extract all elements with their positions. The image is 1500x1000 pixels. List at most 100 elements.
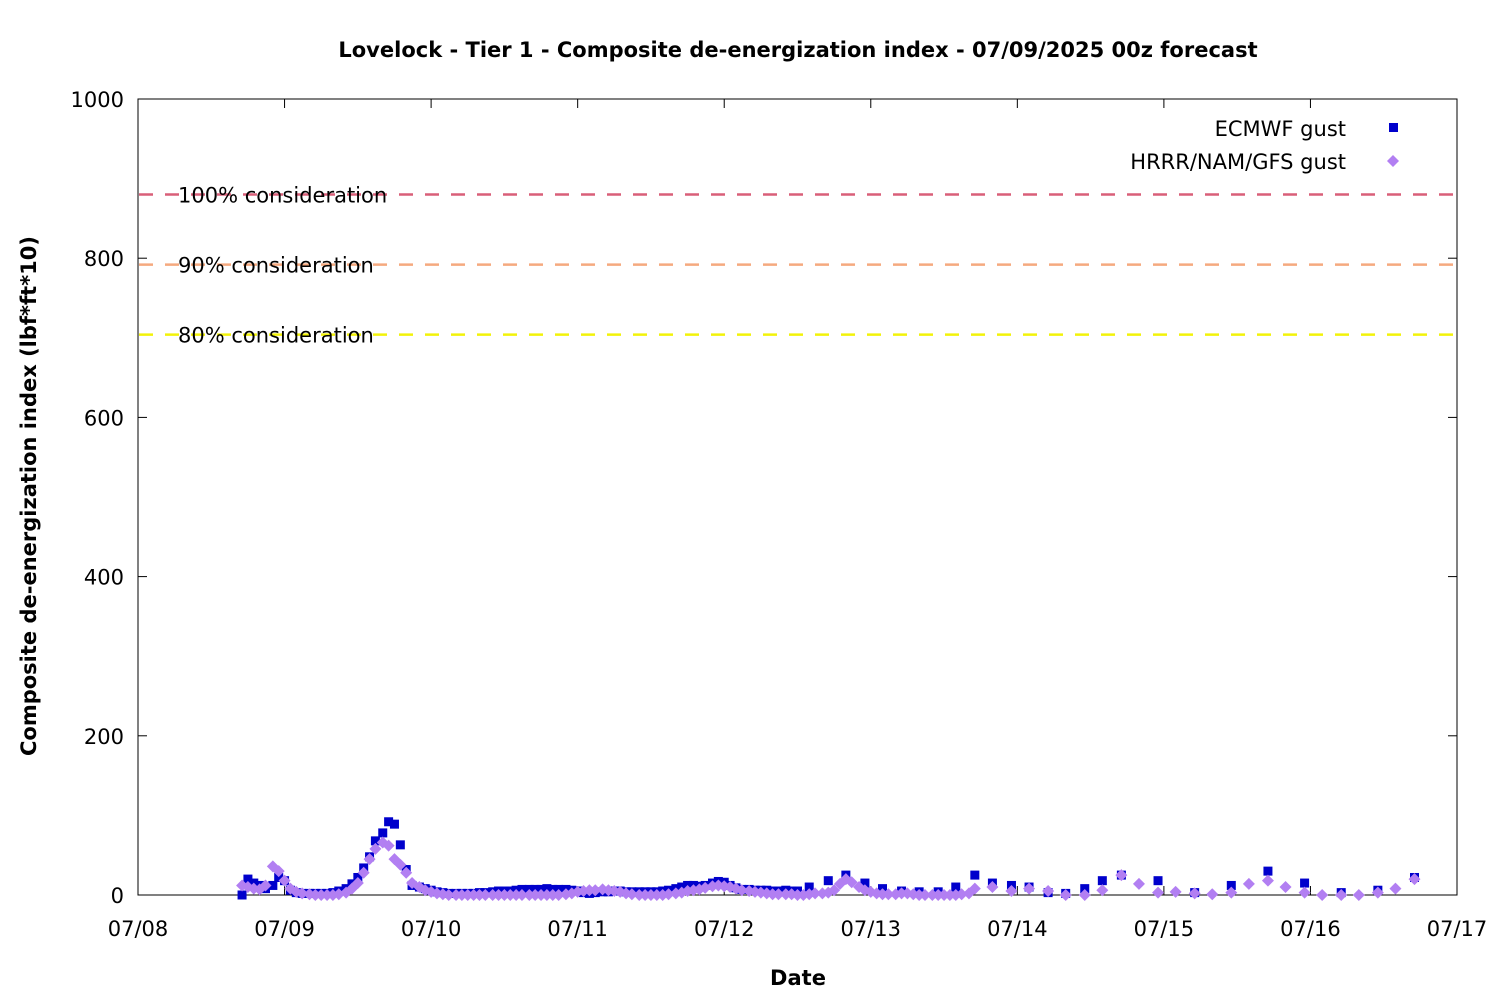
data-point — [845, 876, 858, 889]
data-point — [1408, 873, 1421, 886]
threshold-lines: 100% consideration 90% consideration 80% c… — [139, 184, 1456, 348]
series-1 — [236, 836, 1421, 901]
plot-frame — [137, 98, 1458, 896]
data-point — [394, 858, 407, 871]
y-tick-label: 600 — [84, 406, 124, 430]
x-tick-label: 07/14 — [987, 917, 1048, 941]
data-point — [1352, 889, 1365, 901]
data-point — [442, 889, 455, 901]
y-tick-label: 800 — [84, 247, 124, 271]
data-point — [1261, 874, 1274, 887]
data-point — [357, 866, 370, 879]
data-point — [1169, 885, 1182, 898]
data-point — [369, 842, 382, 855]
data-point — [625, 888, 638, 901]
data-point — [860, 878, 870, 888]
data-point — [1188, 887, 1201, 900]
x-tick-label: 07/15 — [1134, 917, 1195, 941]
data-point — [1225, 886, 1238, 899]
data-point — [1316, 889, 1329, 901]
data-point — [259, 879, 272, 892]
data-point — [828, 884, 841, 897]
data-point — [1115, 869, 1128, 882]
data-point — [1298, 886, 1311, 899]
data-point — [1371, 886, 1384, 899]
x-axis-title: Date — [770, 966, 826, 990]
data-point — [1279, 881, 1292, 894]
legend-marker-ecmwf — [1389, 123, 1398, 132]
data-point — [882, 888, 895, 901]
data-series — [236, 817, 1421, 901]
data-point — [951, 882, 961, 892]
axis-ticks: 0 200 400 600 800 1000 07/08 07/09 07/10 07/11 07/… — [71, 88, 1488, 941]
y-tick-label: 0 — [111, 884, 124, 908]
data-point — [378, 828, 388, 838]
data-point — [662, 888, 675, 901]
data-point — [384, 817, 394, 827]
data-point — [1078, 889, 1091, 901]
y-tick-label: 200 — [84, 725, 124, 749]
legend-label-ecmwf: ECMWF gust — [1215, 117, 1346, 141]
threshold-label: 100% consideration — [178, 184, 387, 208]
x-tick-label: 07/08 — [108, 917, 169, 941]
data-point — [823, 876, 833, 886]
data-point — [351, 877, 364, 890]
legend-label-hrrr: HRRR/NAM/GFS gust — [1130, 150, 1346, 174]
data-point — [542, 884, 552, 894]
data-point — [1042, 885, 1055, 898]
data-point — [804, 882, 814, 892]
data-point — [382, 839, 395, 852]
x-tick-label: 07/12 — [694, 917, 755, 941]
data-point — [268, 880, 278, 890]
threshold-label: 80% consideration — [178, 324, 374, 348]
data-point — [955, 888, 968, 901]
y-tick-label: 400 — [84, 566, 124, 590]
x-tick-label: 07/16 — [1280, 917, 1341, 941]
data-point — [1097, 876, 1107, 886]
data-point — [515, 889, 528, 901]
data-point — [1389, 882, 1402, 895]
data-point — [1132, 877, 1145, 890]
data-point — [1300, 878, 1310, 888]
data-point — [735, 884, 748, 897]
data-point — [370, 836, 380, 846]
data-point — [1080, 884, 1090, 894]
data-point — [809, 887, 822, 900]
data-point — [1096, 884, 1109, 897]
x-tick-label: 07/09 — [254, 917, 315, 941]
data-point — [986, 881, 999, 894]
data-point — [1226, 880, 1236, 890]
data-point — [243, 874, 253, 884]
data-point — [1152, 886, 1165, 899]
data-point — [919, 889, 932, 901]
data-point — [970, 870, 980, 880]
data-point — [274, 872, 284, 882]
data-point — [400, 866, 413, 879]
data-point — [589, 884, 602, 897]
data-point — [363, 853, 376, 866]
data-point — [1206, 888, 1219, 901]
data-point — [552, 889, 565, 901]
y-axis-title: Composite de-energization index (lbf*ft*… — [17, 236, 41, 756]
data-point — [296, 887, 309, 900]
legend: ECMWF gust HRRR/NAM/GFS gust — [1130, 117, 1399, 174]
data-point — [1335, 889, 1348, 901]
data-point — [247, 882, 260, 895]
data-point — [1242, 877, 1255, 890]
data-point — [395, 840, 405, 850]
y-tick-label: 1000 — [71, 88, 124, 112]
data-point — [278, 874, 291, 887]
x-tick-label: 07/13 — [841, 917, 902, 941]
data-point — [1023, 882, 1036, 895]
threshold-label: 90% consideration — [178, 254, 374, 278]
data-point — [479, 889, 492, 901]
data-point — [1059, 889, 1072, 901]
legend-marker-hrrr — [1387, 155, 1399, 167]
data-point — [389, 819, 399, 829]
data-point — [1153, 876, 1163, 886]
data-point — [968, 882, 981, 895]
data-point — [237, 890, 247, 900]
data-point — [1263, 866, 1273, 876]
chart-title: Lovelock - Tier 1 - Composite de-energiz… — [338, 38, 1257, 62]
